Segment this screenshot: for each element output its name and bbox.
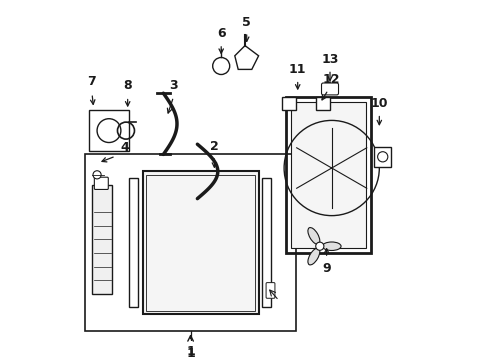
- Bar: [282, 96, 296, 110]
- Text: 9: 9: [322, 261, 331, 275]
- Circle shape: [93, 171, 101, 179]
- Bar: [89, 110, 129, 151]
- Ellipse shape: [308, 228, 320, 244]
- Text: 12: 12: [323, 73, 341, 86]
- Bar: [291, 102, 366, 248]
- Text: 1: 1: [186, 345, 195, 358]
- Bar: [129, 178, 138, 307]
- Bar: [85, 154, 296, 331]
- Text: 6: 6: [217, 27, 225, 40]
- FancyBboxPatch shape: [321, 83, 339, 95]
- Text: 1: 1: [186, 347, 195, 360]
- Bar: [147, 175, 255, 311]
- Ellipse shape: [308, 248, 320, 265]
- FancyBboxPatch shape: [95, 177, 108, 189]
- Text: 7: 7: [88, 75, 97, 88]
- Polygon shape: [235, 46, 259, 69]
- Text: 10: 10: [370, 97, 388, 110]
- FancyBboxPatch shape: [266, 283, 275, 298]
- Text: 2: 2: [210, 140, 219, 153]
- Circle shape: [316, 242, 324, 250]
- Text: 11: 11: [289, 63, 306, 76]
- Ellipse shape: [322, 242, 341, 251]
- Bar: [92, 185, 112, 294]
- Bar: [143, 171, 259, 314]
- Bar: [286, 96, 371, 253]
- Text: 4: 4: [121, 141, 130, 154]
- Text: 13: 13: [321, 53, 339, 66]
- Bar: [374, 147, 391, 167]
- Bar: [317, 96, 330, 110]
- Bar: [262, 178, 270, 307]
- Text: 5: 5: [243, 15, 251, 28]
- Text: 8: 8: [123, 78, 132, 91]
- Text: 3: 3: [169, 78, 178, 91]
